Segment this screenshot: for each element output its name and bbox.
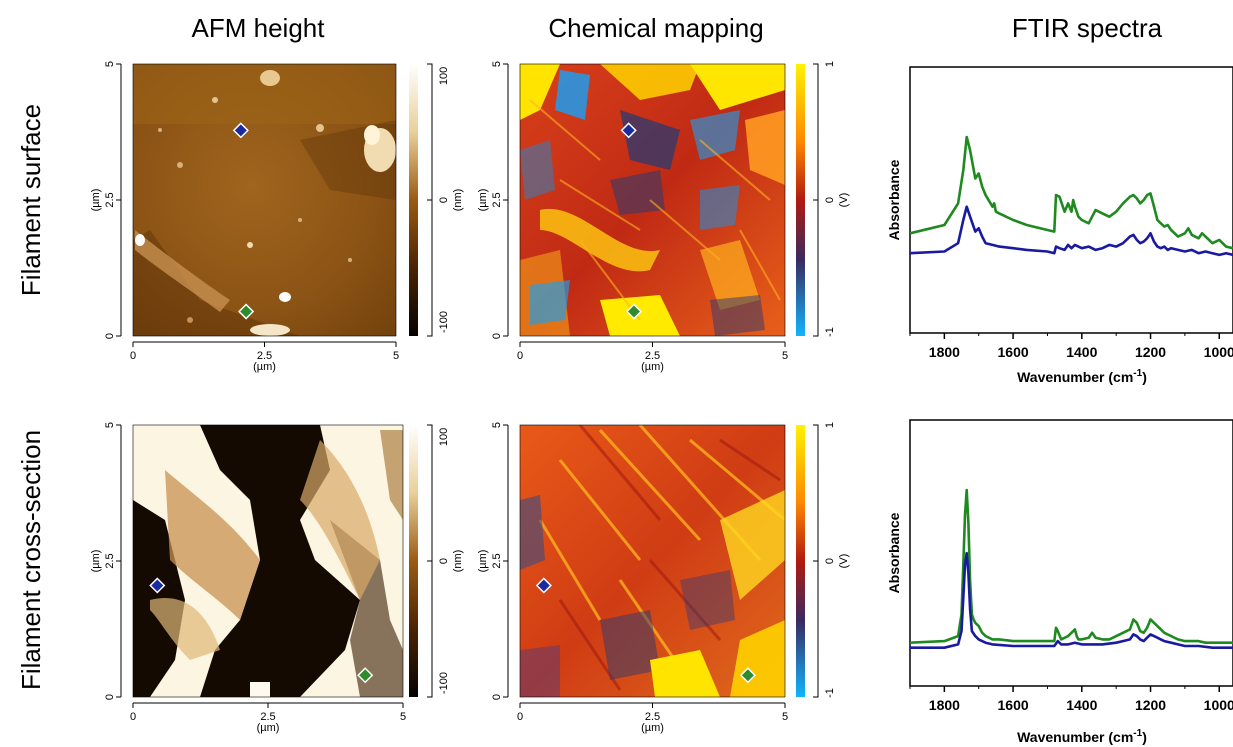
ftir-cross-x-tick: 1600	[998, 697, 1029, 713]
afm-surface-x-tick: 5	[393, 350, 399, 362]
chem-cbar1-unit: (V)	[838, 193, 850, 208]
afm-surface-green-marker	[238, 303, 255, 320]
afm-surface-panel	[132, 63, 397, 337]
afm-surface-blue-marker	[232, 122, 249, 139]
chem-surface-x-tick: 2.5	[645, 350, 660, 362]
ftir-surface-x-tick: 1400	[1066, 344, 1097, 360]
ftir-cross-x-tick: 1800	[929, 697, 960, 713]
chem-surface-y-unit: (µm)	[477, 189, 489, 212]
chem-cbar2-tick-low: -1	[824, 688, 836, 698]
chem-cross-panel	[519, 424, 786, 698]
chem-cross-y-tick: 5	[491, 422, 503, 428]
ftir-surface-green-line	[909, 135, 1233, 250]
afm-colorbar-top	[409, 63, 433, 337]
column-title-afm: AFM height	[192, 13, 326, 43]
chem-cross-x-tick: 2.5	[645, 711, 660, 723]
afm-cross-y-tick: 2.5	[104, 553, 116, 568]
afm-cross-x-unit: (µm)	[257, 722, 280, 734]
chem-cross-green-marker	[739, 667, 756, 684]
ftir-cross-x-tick: 1400	[1066, 697, 1097, 713]
ftir-surface-xlabel: Wavenumber (cm-1)	[1017, 368, 1147, 385]
ftir-cross-x-tick: 1000	[1204, 697, 1233, 713]
ftir-surface-x-tick: 1800	[929, 344, 960, 360]
chem-cross-x-unit: (µm)	[641, 722, 664, 734]
afm-cross-x-tick: 0	[130, 711, 136, 723]
map-axes: 0 0 2.5 2.5 5 5 (µm) (µm) 0 0 2.5 2.5 5 5 (µm) (µm) 0 0 2.…	[90, 61, 788, 734]
column-title-chemical: Chemical mapping	[548, 13, 763, 43]
afm-surface-x-tick: 0	[130, 350, 136, 362]
afm-cross-panel	[132, 424, 404, 698]
ftir-surface-x-tick: 1000	[1204, 344, 1233, 360]
chem-cross-x-tick: 5	[782, 711, 788, 723]
chem-cross-y-tick: 0	[491, 694, 503, 700]
afm-cbar1-tick-high: 100	[438, 67, 450, 85]
afm-cbar2-tick-low: -100	[438, 672, 450, 694]
chem-surface-blue-marker	[620, 122, 637, 139]
chem-cross-y-unit: (µm)	[477, 550, 489, 573]
afm-cross-y-tick: 0	[104, 694, 116, 700]
ftir-plots: 1800 1600 1400 1200 1000 1800 1600 1400 1200 1000	[909, 135, 1233, 713]
markers	[149, 122, 756, 684]
afm-cross-x-tick: 5	[400, 711, 406, 723]
afm-surface-y-unit: (µm)	[90, 189, 102, 212]
chem-colorbar-top	[796, 63, 819, 337]
chem-cross-x-tick: 0	[517, 711, 523, 723]
chem-surface-y-tick: 2.5	[491, 192, 503, 207]
afm-surface-y-tick: 0	[104, 333, 116, 339]
chem-surface-y-tick: 0	[491, 333, 503, 339]
afm-surface-y-tick: 5	[104, 61, 116, 67]
chem-cbar1-tick-high: 1	[824, 61, 836, 67]
chem-cbar2-tick-high: 1	[824, 422, 836, 428]
row-title-cross-section: Filament cross-section	[16, 430, 46, 690]
chem-surface-y-tick: 5	[491, 61, 503, 67]
chem-surface-green-marker	[625, 303, 643, 320]
afm-cross-blue-marker	[149, 577, 166, 594]
afm-cbar1-tick-mid: 0	[438, 197, 450, 203]
afm-cbar1-unit: (nm)	[452, 189, 464, 212]
afm-cross-y-tick: 5	[104, 422, 116, 428]
ftir-cross-ylabel: Absorbance	[886, 512, 902, 593]
chem-surface-x-tick: 0	[517, 350, 523, 362]
ftir-cross-green-line	[909, 488, 1233, 644]
ftir-surface-x-tick: 1200	[1135, 344, 1166, 360]
chem-surface-panel	[519, 63, 786, 337]
chem-cbar2-unit: (V)	[838, 554, 850, 569]
ftir-surface-x-tick: 1600	[998, 344, 1029, 360]
chem-cbar1-tick-low: -1	[824, 327, 836, 337]
afm-cross-green-marker	[357, 667, 374, 684]
chem-cross-blue-marker	[535, 577, 552, 594]
chem-cbar2-tick-mid: 0	[824, 558, 836, 564]
ftir-cross-xlabel: Wavenumber (cm-1)	[1017, 728, 1147, 745]
chem-surface-x-tick: 5	[782, 350, 788, 362]
ftir-cross-blue-line	[910, 551, 1233, 649]
chem-surface-x-unit: (µm)	[641, 361, 664, 373]
chem-cross-y-tick: 2.5	[491, 553, 503, 568]
chem-cbar1-tick-mid: 0	[824, 197, 836, 203]
row-title-surface: Filament surface	[16, 104, 46, 296]
chem-colorbar-bottom	[796, 424, 819, 698]
ftir-surface-ylabel: Absorbance	[886, 159, 902, 240]
afm-cross-y-unit: (µm)	[90, 550, 102, 573]
ftir-surface-blue-line	[909, 205, 1233, 257]
ftir-cross-x-tick: 1200	[1135, 697, 1166, 713]
afm-cbar2-tick-mid: 0	[438, 558, 450, 564]
column-title-ftir: FTIR spectra	[1012, 13, 1163, 43]
afm-colorbar-bottom	[409, 424, 433, 698]
ftir-surface-panel	[909, 66, 1233, 334]
afm-cbar2-tick-high: 100	[438, 428, 450, 446]
afm-surface-x-tick: 2.5	[257, 350, 272, 362]
afm-cbar2-unit: (nm)	[452, 550, 464, 573]
afm-surface-x-unit: (µm)	[253, 361, 276, 373]
afm-cross-x-tick: 2.5	[260, 711, 275, 723]
afm-surface-y-tick: 2.5	[104, 192, 116, 207]
afm-cbar1-tick-low: -100	[438, 311, 450, 333]
